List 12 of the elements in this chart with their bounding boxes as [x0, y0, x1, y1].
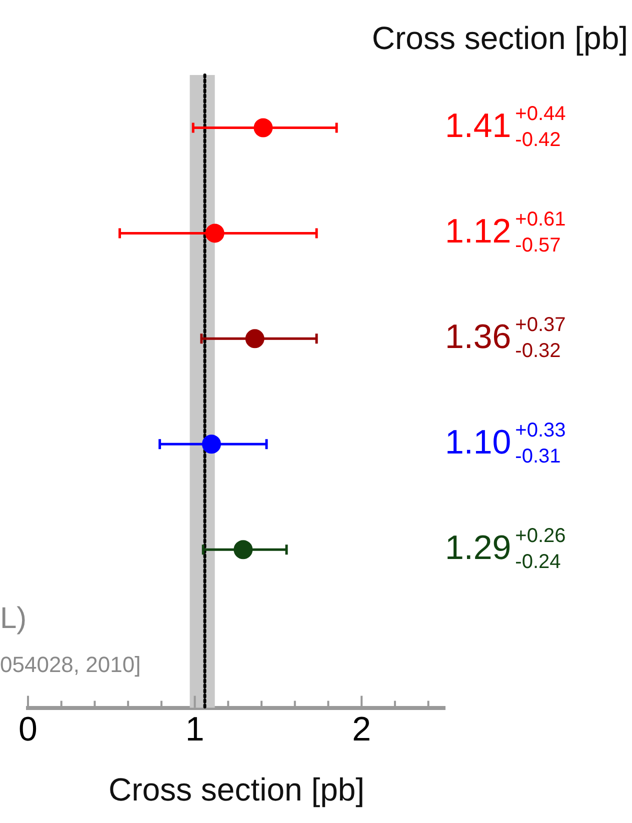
- annotation: 054028, 2010]: [0, 652, 141, 677]
- x-tick-label: 1: [185, 710, 204, 749]
- x-tick-label: 2: [352, 710, 372, 749]
- point: [234, 540, 253, 560]
- text: Cross section [pb]: [372, 20, 628, 56]
- point: [254, 118, 273, 138]
- x-axis-title: Cross section [pb]: [108, 772, 365, 808]
- point: [205, 224, 224, 243]
- point: [202, 434, 221, 454]
- text: L): [0, 602, 27, 636]
- x-tick-label: 0: [18, 710, 38, 749]
- point: [245, 329, 264, 348]
